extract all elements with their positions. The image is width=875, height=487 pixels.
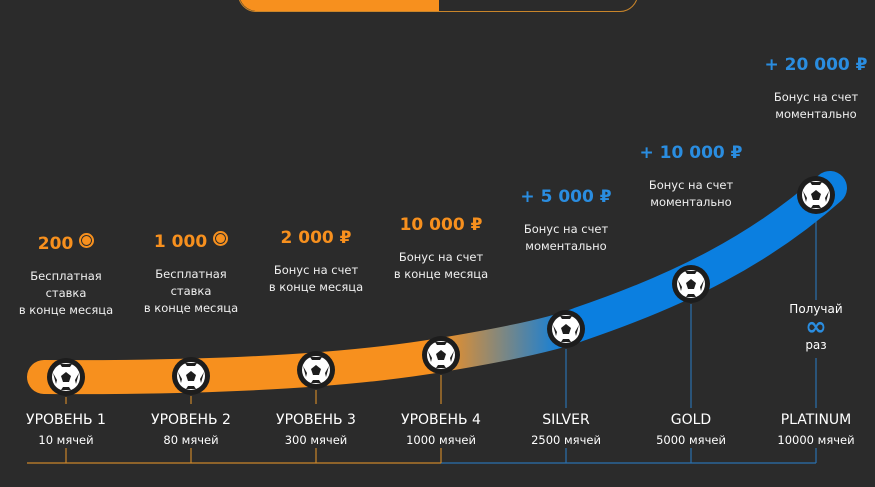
- soccer-ball-icon: [797, 176, 835, 214]
- reward-amount: 10 000 ₽: [376, 215, 506, 235]
- level-name: УРОВЕНЬ 2: [151, 412, 231, 428]
- level-requirement: 10000 мячей: [777, 433, 855, 447]
- reward-description: Бесплатная ставка в конце месяца: [126, 266, 256, 317]
- desc-line: Бонус на счет: [273, 263, 359, 277]
- amount-text: + 5 000 ₽: [520, 187, 612, 207]
- desc-line: моментально: [775, 107, 857, 121]
- reward-description: Бонус на счет моментально: [626, 177, 756, 211]
- amount-text: 2 000 ₽: [280, 228, 352, 248]
- level-requirement: 1000 мячей: [406, 433, 476, 447]
- reward-description: Бонус на счет в конце месяца: [376, 249, 506, 283]
- level-label: SILVER 2500 мячей: [501, 411, 631, 448]
- soccer-ball-icon: [547, 310, 585, 348]
- level-requirement: 2500 мячей: [531, 433, 601, 447]
- level-requirement: 300 мячей: [284, 433, 348, 447]
- reward-3: 2 000 ₽ Бонус на счет в конце месяца: [251, 228, 381, 296]
- level-requirement: 10 мячей: [38, 433, 94, 447]
- desc-line: Бесплатная: [155, 267, 227, 281]
- level-label: УРОВЕНЬ 2 80 мячей: [126, 411, 256, 448]
- desc-line: в конце месяца: [143, 301, 239, 315]
- desc-line: ставка: [170, 284, 212, 298]
- soccer-ball-icon: [172, 357, 210, 395]
- desc-line: в конце месяца: [268, 280, 364, 294]
- unlimited-bottom-text: раз: [805, 338, 827, 352]
- amount-text: + 20 000 ₽: [764, 55, 868, 75]
- reward-amount: 200: [1, 233, 131, 254]
- soccer-ball-icon: [297, 351, 335, 389]
- reward-2: 1 000 Бесплатная ставка в конце месяца: [126, 231, 256, 317]
- level-name: УРОВЕНЬ 3: [276, 412, 356, 428]
- coin-icon: [213, 231, 229, 246]
- coin-icon: [79, 233, 95, 248]
- level-name: GOLD: [670, 412, 712, 428]
- reward-description: Бонус на счет моментально: [501, 221, 631, 255]
- desc-line: в конце месяца: [18, 303, 114, 317]
- soccer-ball-icon: [47, 358, 85, 396]
- toggle-option-left[interactable]: [239, 0, 439, 11]
- reward-description: Бонус на счет моментально: [751, 89, 875, 123]
- soccer-ball-icon: [672, 265, 710, 303]
- desc-line: в конце месяца: [393, 267, 489, 281]
- reward-4: 10 000 ₽ Бонус на счет в конце месяца: [376, 215, 506, 283]
- desc-line: Бонус на счет: [648, 178, 734, 192]
- desc-line: Бонус на счет: [773, 90, 859, 104]
- level-name: SILVER: [542, 412, 590, 428]
- unlimited-top-text: Получай: [789, 302, 843, 316]
- level-label: УРОВЕНЬ 1 10 мячей: [1, 411, 131, 448]
- desc-line: моментально: [650, 195, 732, 209]
- amount-text: + 10 000 ₽: [639, 143, 743, 163]
- unlimited-note: Получай ∞ раз: [776, 302, 856, 352]
- level-label: GOLD 5000 мячей: [626, 411, 756, 448]
- desc-line: ставка: [45, 286, 87, 300]
- reward-1: 200 Бесплатная ставка в конце месяца: [1, 233, 131, 319]
- level-requirement: 80 мячей: [163, 433, 219, 447]
- desc-line: моментально: [525, 239, 607, 253]
- level-requirement: 5000 мячей: [656, 433, 726, 447]
- reward-amount: 1 000: [126, 231, 256, 252]
- reward-description: Бонус на счет в конце месяца: [251, 262, 381, 296]
- reward-amount: + 20 000 ₽: [751, 55, 875, 75]
- level-name: УРОВЕНЬ 4: [401, 412, 481, 428]
- progress-band: [27, 171, 847, 395]
- level-name: УРОВЕНЬ 1: [26, 412, 106, 428]
- level-label: PLATINUM 10000 мячей: [751, 411, 875, 448]
- level-name: PLATINUM: [780, 412, 852, 428]
- infinity-icon: ∞: [805, 312, 827, 342]
- level-label: УРОВЕНЬ 3 300 мячей: [251, 411, 381, 448]
- amount-text: 200: [37, 234, 74, 254]
- desc-line: Бесплатная: [30, 269, 102, 283]
- reward-6: + 10 000 ₽ Бонус на счет моментально: [626, 143, 756, 211]
- reward-amount: + 5 000 ₽: [501, 187, 631, 207]
- desc-line: Бонус на счет: [523, 222, 609, 236]
- reward-description: Бесплатная ставка в конце месяца: [1, 268, 131, 319]
- reward-amount: + 10 000 ₽: [626, 143, 756, 163]
- soccer-ball-icon: [422, 336, 460, 374]
- reward-5: + 5 000 ₽ Бонус на счет моментально: [501, 187, 631, 255]
- amount-text: 10 000 ₽: [399, 215, 483, 235]
- reward-amount: 2 000 ₽: [251, 228, 381, 248]
- reward-7: + 20 000 ₽ Бонус на счет моментально: [751, 55, 875, 123]
- desc-line: Бонус на счет: [398, 250, 484, 264]
- amount-text: 1 000: [153, 232, 208, 252]
- level-label: УРОВЕНЬ 4 1000 мячей: [376, 411, 506, 448]
